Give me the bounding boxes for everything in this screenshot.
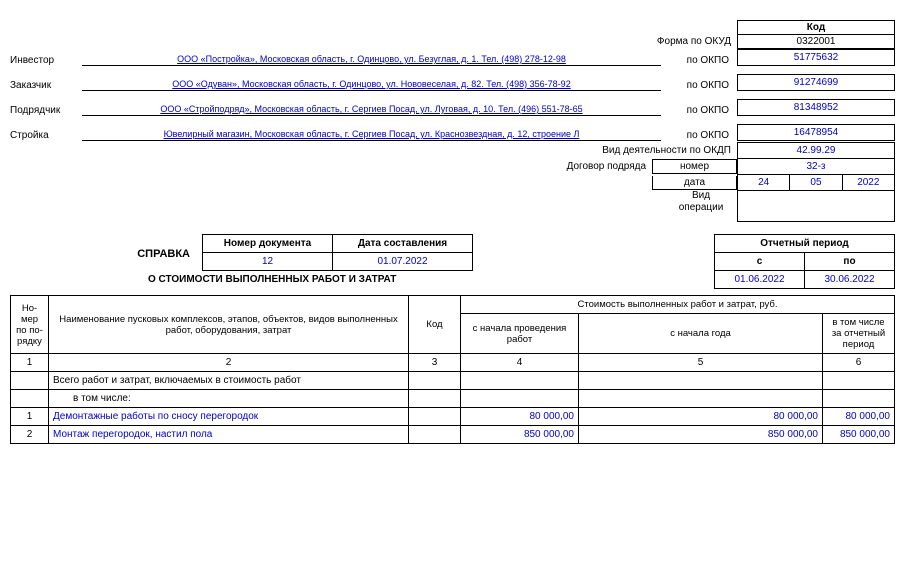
okpo-value: 16478954	[737, 124, 895, 141]
row-name: Монтаж перегородок, настил пола	[49, 426, 409, 444]
contract-date-boxes: 24 05 2022	[737, 174, 895, 191]
row-from-year: 80 000,00	[579, 408, 823, 426]
colnum-4: 4	[461, 354, 579, 372]
vid-op-label: Видоперации	[671, 190, 731, 214]
okpo-value: 81348952	[737, 99, 895, 116]
col-cost-header: Стоимость выполненных работ и затрат, ру…	[461, 296, 895, 314]
header-row: ЗаказчикООО «Одуван», Московская область…	[10, 74, 895, 91]
row-period: 80 000,00	[822, 408, 894, 426]
okud-value: 0322001	[737, 34, 895, 49]
party-label: Стройка	[10, 130, 82, 141]
col-name: Наименование пусковых комплексов, этапов…	[49, 296, 409, 354]
period-to: 30.06.2022	[805, 271, 895, 289]
row-from-year: 850 000,00	[579, 426, 823, 444]
table-row: 1Демонтажные работы по сносу перегородок…	[11, 408, 895, 426]
totals-label: Всего работ и затрат, включаемых в стоим…	[49, 372, 409, 390]
contract-num-label: номер	[652, 159, 737, 174]
vid-op-box	[737, 190, 895, 222]
colnum-6: 6	[822, 354, 894, 372]
doc-num-header: Номер документа	[203, 235, 333, 253]
contract-date-y: 2022	[843, 174, 895, 191]
okpo-label: по ОКПО	[661, 55, 737, 66]
title-line1: СПРАВКА	[10, 248, 190, 260]
okdp-value: 42.99.29	[737, 142, 895, 159]
party-value: ООО «Постройка», Московская область, г. …	[82, 54, 661, 66]
table-row: 2Монтаж перегородок, настил пола850 000,…	[11, 426, 895, 444]
header-row: ПодрядчикООО «Стройподряд», Московская о…	[10, 99, 895, 116]
okpo-label: по ОКПО	[661, 130, 737, 141]
okpo-label: по ОКПО	[661, 105, 737, 116]
period-table: Отчетный период с по 01.06.2022 30.06.20…	[714, 234, 895, 289]
col-period: в том числе за отчетный период	[822, 314, 894, 354]
okdp-label: Вид деятельности по ОКДП	[602, 145, 731, 156]
row-period: 850 000,00	[822, 426, 894, 444]
party-label: Заказчик	[10, 80, 82, 91]
colnum-1: 1	[11, 354, 49, 372]
period-header: Отчетный период	[715, 235, 895, 253]
colnum-2: 2	[49, 354, 409, 372]
col-from-year: с начала года	[579, 314, 823, 354]
title-line2: О СТОИМОСТИ ВЫПОЛНЕННЫХ РАБОТ И ЗАТРАТ	[148, 274, 396, 285]
colnum-5: 5	[579, 354, 823, 372]
period-from-label: с	[715, 253, 805, 271]
doc-num-value: 12	[203, 253, 333, 271]
row-code	[409, 408, 461, 426]
doc-date-value: 01.07.2022	[333, 253, 473, 271]
party-value: ООО «Стройподряд», Московская область, г…	[82, 104, 661, 116]
okpo-label: по ОКПО	[661, 80, 737, 91]
contract-date-label: дата	[652, 176, 737, 190]
contract-number: 32-з	[737, 158, 895, 175]
okud-label: Форма по ОКУД	[657, 36, 731, 47]
party-label: Инвестор	[10, 55, 82, 66]
party-value: ООО «Одуван», Московская область, г. Оди…	[82, 79, 661, 91]
period-from: 01.06.2022	[715, 271, 805, 289]
col-code: Код	[409, 296, 461, 354]
header-row: СтройкаЮвелирный магазин, Московская обл…	[10, 124, 895, 141]
contract-label: Договор подряда	[567, 161, 646, 172]
main-table: Но- мер по по- рядку Наименование пусков…	[10, 295, 895, 444]
row-name: Демонтажные работы по сносу перегородок	[49, 408, 409, 426]
kod-header: Код	[737, 20, 895, 35]
row-code	[409, 426, 461, 444]
doc-date-header: Дата составления	[333, 235, 473, 253]
party-value: Ювелирный магазин, Московская область, г…	[82, 129, 661, 141]
header-row: ИнвесторООО «Постройка», Московская обла…	[10, 49, 895, 66]
colnum-3: 3	[409, 354, 461, 372]
okpo-value: 91274699	[737, 74, 895, 91]
contract-date-m: 05	[790, 174, 842, 191]
okpo-value: 51775632	[737, 49, 895, 66]
row-from-start: 850 000,00	[461, 426, 579, 444]
col-num: Но- мер по по- рядку	[11, 296, 49, 354]
period-to-label: по	[805, 253, 895, 271]
doc-meta-table: Номер документа Дата составления 12 01.0…	[202, 234, 473, 271]
party-label: Подрядчик	[10, 105, 82, 116]
contract-date-d: 24	[737, 174, 790, 191]
col-from-start: с начала проведения работ	[461, 314, 579, 354]
row-from-start: 80 000,00	[461, 408, 579, 426]
including-label: в том числе:	[49, 390, 409, 408]
